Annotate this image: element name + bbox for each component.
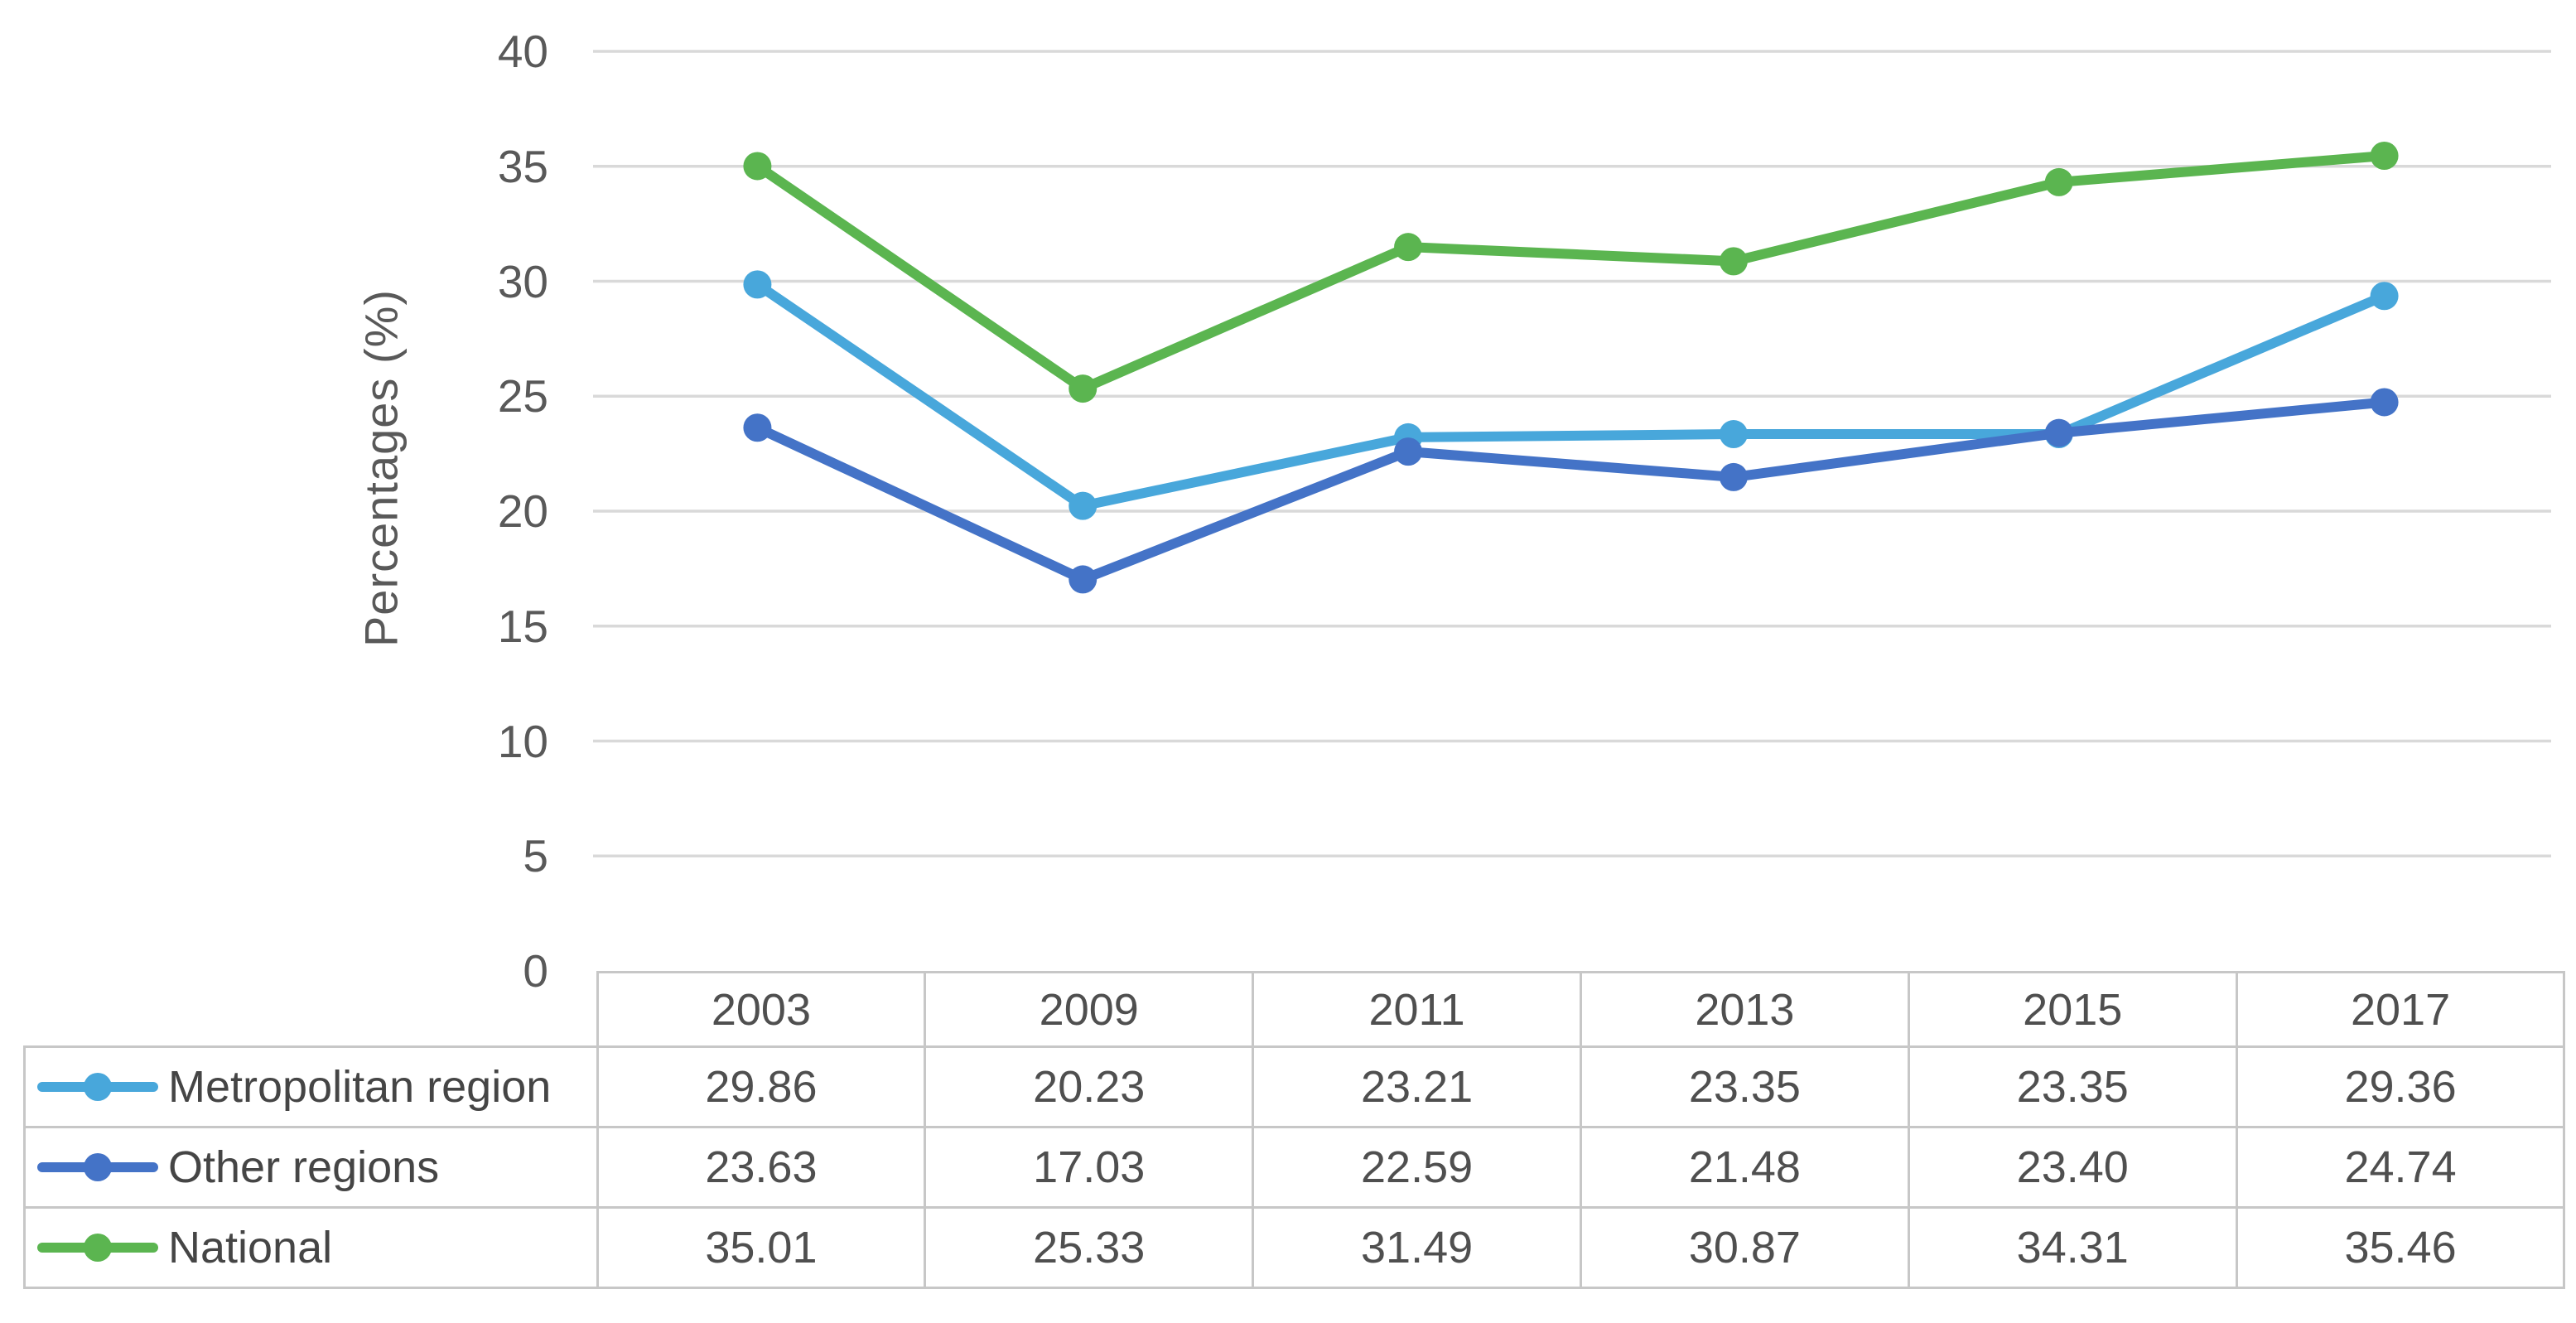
data-table: 2003 2009 2011 2013 2015 2017 Metropolitan reg… <box>23 971 2566 1289</box>
series-line-national <box>752 150 2390 394</box>
value-cell-other-regions-2017: 24.74 <box>2235 1126 2566 1209</box>
line-chart-plot-area <box>593 50 2551 857</box>
data-point-metropolitan-region-2003 <box>743 270 772 299</box>
data-point-national-2011 <box>1394 233 1423 262</box>
series-line-metropolitan-region <box>752 279 2390 511</box>
value-cell-metropolitan-region-2003: 29.86 <box>596 1045 927 1128</box>
value-cell-other-regions-2015: 23.40 <box>1907 1126 2238 1209</box>
y-tick-label-0: 0 <box>523 945 548 997</box>
data-point-metropolitan-region-2017 <box>2370 282 2399 311</box>
value-cell-other-regions-2011: 22.59 <box>1252 1126 1582 1209</box>
data-point-other-regions-2009 <box>1069 565 1097 594</box>
value-cell-metropolitan-region-2015: 23.35 <box>1907 1045 2238 1128</box>
y-tick-label-5: 5 <box>523 830 548 882</box>
data-point-other-regions-2003 <box>743 413 772 442</box>
table-header-row: 2003 2009 2011 2013 2015 2017 <box>25 971 2566 1048</box>
data-point-other-regions-2013 <box>1719 462 1748 491</box>
y-tick-label-15: 15 <box>497 600 548 652</box>
legend-cell-metropolitan-region: Metropolitan region <box>23 1045 599 1128</box>
value-cell-national-2009: 25.33 <box>924 1206 1255 1289</box>
value-cell-national-2015: 34.31 <box>1907 1206 2238 1289</box>
series-name-label: Metropolitan region <box>168 1062 552 1112</box>
value-cell-national-2013: 30.87 <box>1579 1206 1910 1289</box>
table-row-other-regions: Other regions 23.63 17.03 22.59 21.48 23.40 24… <box>23 1126 2566 1209</box>
y-tick-label-35: 35 <box>497 140 548 192</box>
table-corner-cell <box>25 973 598 1047</box>
value-cell-metropolitan-region-2009: 20.23 <box>924 1045 1255 1128</box>
table-header-year-2017: 2017 <box>2235 971 2566 1048</box>
legend-cell-other-regions: Other regions <box>23 1126 599 1209</box>
legend-cell-national: National <box>23 1206 599 1289</box>
other-regions-legend-key-icon <box>37 1153 158 1181</box>
table-row-metropolitan-region: Metropolitan region 29.86 20.23 23.21 23.35 2… <box>23 1045 2566 1128</box>
series-name-label: National <box>168 1223 333 1272</box>
series-line-other-regions <box>752 397 2390 585</box>
y-tick-label-25: 25 <box>497 370 548 422</box>
data-point-national-2013 <box>1719 247 1748 276</box>
y-tick-label-40: 40 <box>497 26 548 77</box>
value-cell-national-2017: 35.46 <box>2235 1206 2566 1289</box>
table-header-year-2013: 2013 <box>1579 971 1910 1048</box>
data-point-national-2017 <box>2370 141 2399 170</box>
data-point-national-2015 <box>2044 167 2073 196</box>
y-tick-label-10: 10 <box>497 715 548 767</box>
table-header-year-2003: 2003 <box>596 971 927 1048</box>
series-name-label: Other regions <box>168 1142 440 1192</box>
data-point-metropolitan-region-2013 <box>1719 420 1748 449</box>
value-cell-metropolitan-region-2011: 23.21 <box>1252 1045 1582 1128</box>
value-cell-other-regions-2013: 21.48 <box>1579 1126 1910 1209</box>
value-cell-other-regions-2009: 17.03 <box>924 1126 1255 1209</box>
value-cell-other-regions-2003: 23.63 <box>596 1126 927 1209</box>
data-point-national-2003 <box>743 152 772 181</box>
value-cell-national-2003: 35.01 <box>596 1206 927 1289</box>
table-row-national: National 35.01 25.33 31.49 30.87 34.31 35.46 <box>23 1206 2566 1289</box>
table-header-year-2011: 2011 <box>1252 971 1582 1048</box>
y-tick-label-20: 20 <box>497 485 548 537</box>
value-cell-metropolitan-region-2017: 29.36 <box>2235 1045 2566 1128</box>
data-point-other-regions-2011 <box>1394 437 1423 466</box>
value-cell-metropolitan-region-2013: 23.35 <box>1579 1045 1910 1128</box>
value-cell-national-2011: 31.49 <box>1252 1206 1582 1289</box>
data-point-other-regions-2015 <box>2044 418 2073 447</box>
data-point-metropolitan-region-2009 <box>1069 491 1097 520</box>
national-legend-key-icon <box>37 1234 158 1262</box>
metropolitan-region-legend-key-icon <box>37 1073 158 1101</box>
y-axis-title: Percentages (%) <box>355 288 408 648</box>
table-header-year-2009: 2009 <box>924 971 1255 1048</box>
data-point-national-2009 <box>1069 374 1097 403</box>
table-header-year-2015: 2015 <box>1907 971 2238 1048</box>
y-tick-label-30: 30 <box>497 255 548 307</box>
data-point-other-regions-2017 <box>2370 388 2399 417</box>
